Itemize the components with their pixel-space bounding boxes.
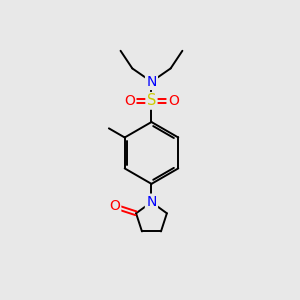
Text: S: S xyxy=(147,93,156,108)
Text: O: O xyxy=(124,94,135,108)
Text: N: N xyxy=(146,195,157,209)
Text: O: O xyxy=(168,94,179,108)
Text: N: N xyxy=(146,195,157,209)
Text: O: O xyxy=(109,199,120,213)
Text: N: N xyxy=(146,75,157,89)
